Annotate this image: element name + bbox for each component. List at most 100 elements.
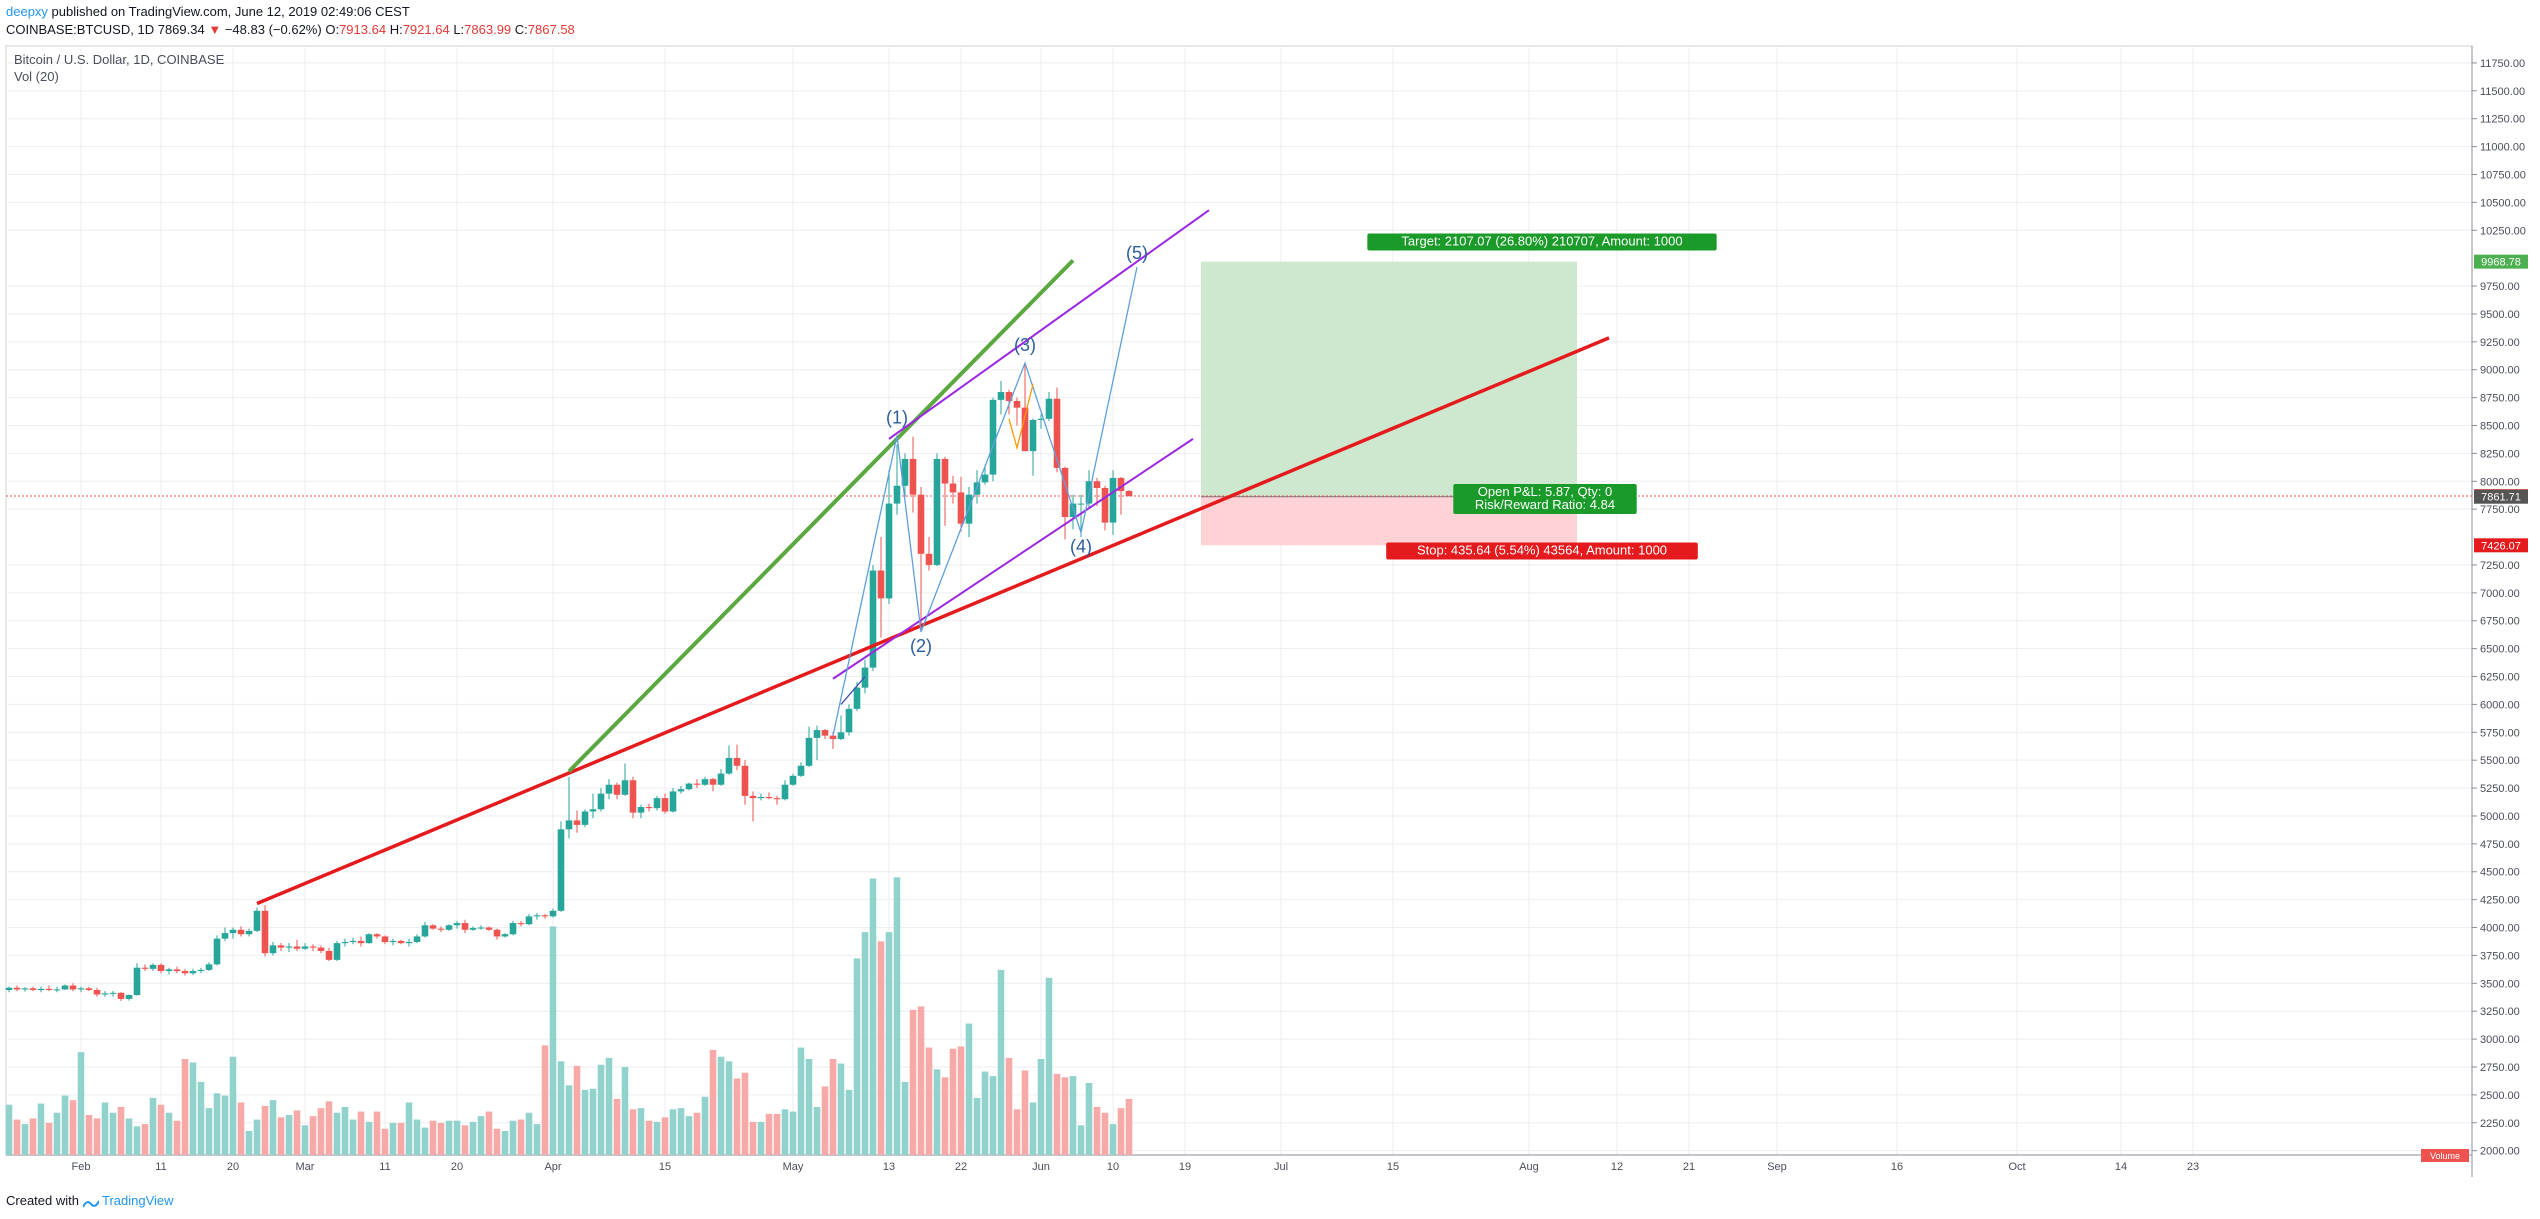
candle-body[interactable] (157, 964, 165, 972)
candle-body[interactable] (261, 910, 269, 954)
candle-body[interactable] (13, 987, 21, 990)
candle-body[interactable] (933, 458, 941, 565)
candle-body[interactable] (469, 928, 477, 930)
candle-body[interactable] (1045, 398, 1053, 419)
candle-body[interactable] (349, 940, 357, 943)
candle-body[interactable] (461, 923, 469, 930)
candle-body[interactable] (981, 474, 989, 483)
candle-body[interactable] (997, 392, 1005, 400)
candle-body[interactable] (45, 988, 53, 991)
candle-body[interactable] (109, 992, 117, 994)
candle-body[interactable] (677, 789, 685, 792)
target-zone[interactable] (1201, 261, 1577, 497)
candle-body[interactable] (821, 730, 829, 736)
candle-body[interactable] (245, 930, 253, 935)
candle-body[interactable] (1117, 477, 1125, 491)
candle-body[interactable] (229, 929, 237, 934)
candle-body[interactable] (1013, 400, 1021, 408)
candle-body[interactable] (445, 925, 453, 930)
candle-body[interactable] (909, 458, 917, 495)
candle-body[interactable] (813, 730, 821, 738)
candle-body[interactable] (285, 946, 293, 948)
candle-body[interactable] (29, 988, 37, 991)
candle-body[interactable] (597, 793, 605, 810)
candle-body[interactable] (1021, 407, 1029, 452)
candle-body[interactable] (669, 791, 677, 812)
candle-body[interactable] (133, 967, 141, 996)
candle-body[interactable] (877, 570, 885, 599)
candle-body[interactable] (541, 915, 549, 917)
candle-body[interactable] (573, 820, 581, 825)
candle-body[interactable] (53, 989, 61, 991)
candle-body[interactable] (893, 485, 901, 504)
candle-body[interactable] (533, 915, 541, 917)
candle-body[interactable] (765, 797, 773, 799)
candle-body[interactable] (605, 784, 613, 794)
candle-body[interactable] (941, 458, 949, 484)
candle-body[interactable] (589, 809, 597, 812)
candle-body[interactable] (117, 992, 125, 999)
candle-body[interactable] (293, 946, 301, 949)
candle-body[interactable] (1005, 392, 1013, 401)
candle-body[interactable] (101, 993, 109, 995)
candle-body[interactable] (21, 988, 29, 990)
candle-body[interactable] (421, 925, 429, 937)
candle-body[interactable] (173, 969, 181, 972)
candle-body[interactable] (557, 829, 565, 911)
candle-body[interactable] (405, 942, 413, 944)
candle-body[interactable] (333, 943, 341, 960)
candle-body[interactable] (205, 964, 213, 970)
candle-body[interactable] (1037, 418, 1045, 420)
candle-body[interactable] (365, 934, 373, 944)
candle-body[interactable] (661, 798, 669, 812)
candle-body[interactable] (1053, 398, 1061, 468)
candle-body[interactable] (509, 923, 517, 935)
candle-body[interactable] (141, 967, 149, 969)
candle-body[interactable] (189, 971, 197, 974)
candle-body[interactable] (1101, 487, 1109, 523)
candle-body[interactable] (77, 988, 85, 990)
trendline-red[interactable] (256, 336, 1610, 906)
elliott-wave-path[interactable] (832, 266, 1138, 736)
candle-body[interactable] (829, 735, 837, 739)
candle-body[interactable] (397, 940, 405, 944)
candle-body[interactable] (325, 950, 333, 960)
candle-body[interactable] (453, 923, 461, 926)
candle-body[interactable] (837, 732, 845, 739)
candle-body[interactable] (709, 779, 717, 785)
candle-body[interactable] (885, 503, 893, 599)
candle-body[interactable] (1077, 503, 1085, 505)
candle-body[interactable] (125, 995, 133, 999)
candle-body[interactable] (645, 807, 653, 809)
candle-body[interactable] (725, 757, 733, 774)
candle-body[interactable] (1109, 477, 1117, 523)
candle-body[interactable] (733, 757, 741, 766)
candle-body[interactable] (685, 783, 693, 790)
trendline-green[interactable] (567, 258, 1075, 773)
candle-body[interactable] (949, 483, 957, 493)
candle-body[interactable] (853, 687, 861, 709)
candle-body[interactable] (309, 946, 317, 948)
candle-body[interactable] (253, 910, 261, 931)
candle-body[interactable] (517, 923, 525, 925)
candle-body[interactable] (925, 553, 933, 565)
candle-body[interactable] (373, 934, 381, 937)
candle-body[interactable] (1093, 481, 1101, 488)
candle-body[interactable] (861, 667, 869, 688)
candle-body[interactable] (717, 773, 725, 785)
candle-body[interactable] (389, 940, 397, 943)
candle-body[interactable] (845, 708, 853, 733)
candle-body[interactable] (741, 765, 749, 796)
candle-body[interactable] (85, 988, 93, 991)
candle-body[interactable] (989, 399, 997, 475)
candle-body[interactable] (629, 780, 637, 813)
candle-body[interactable] (197, 969, 205, 972)
candle-body[interactable] (437, 928, 445, 930)
candle-body[interactable] (869, 570, 877, 668)
candle-body[interactable] (165, 969, 173, 972)
candle-body[interactable] (485, 927, 493, 930)
candle-body[interactable] (749, 795, 757, 799)
candle-body[interactable] (549, 910, 557, 917)
candle-body[interactable] (269, 945, 277, 954)
candle-body[interactable] (357, 940, 365, 944)
